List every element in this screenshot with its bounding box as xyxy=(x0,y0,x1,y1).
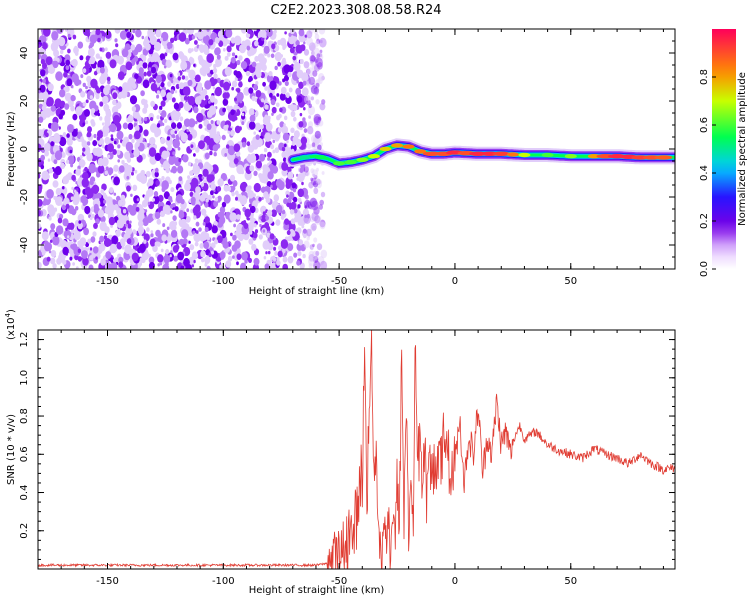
y-scale-note: (x104) xyxy=(4,309,17,340)
colorbar-label: Normalized spectral amplitude xyxy=(737,72,748,226)
colorbar-tick-label: 0.0 xyxy=(699,261,710,277)
y-tick-label: 0 xyxy=(19,146,30,152)
ridge-hotspot xyxy=(587,154,600,159)
ridge-hotspot xyxy=(402,144,415,149)
noise-region xyxy=(38,29,328,269)
ridge-hotspot xyxy=(414,149,427,154)
ridge-hotspot xyxy=(564,154,577,159)
y-axis-label: SNR (10 * v/v) xyxy=(6,414,17,485)
x-tick-label: 50 xyxy=(564,276,577,287)
ridge-hotspot xyxy=(356,157,369,162)
ridge-hotspot xyxy=(379,146,392,152)
x-tick-label: 0 xyxy=(452,276,458,287)
y-axis-label: Frequency (Hz) xyxy=(6,111,17,187)
y-tick-label: 0.2 xyxy=(19,523,30,539)
colorbar-tick-label: 0.2 xyxy=(699,213,710,229)
ridge-hotspot xyxy=(654,155,673,160)
y-tick-label: 0.8 xyxy=(19,408,30,424)
snr-series-line xyxy=(38,330,675,569)
ridge-hotspot xyxy=(391,143,403,148)
ridge-hotspot xyxy=(367,154,380,159)
signal-ridge xyxy=(285,138,675,171)
x-axis-label: Height of straight line (km) xyxy=(249,286,385,297)
y-tick-label: 1.0 xyxy=(19,370,30,386)
colorbar-tick-label: 0.8 xyxy=(699,69,710,85)
y-tick-label: 0.4 xyxy=(19,485,30,501)
x-axis-label: Height of straight line (km) xyxy=(249,585,385,596)
y-tick-label: 1.2 xyxy=(19,332,30,348)
x-tick-label: 50 xyxy=(564,576,577,587)
y-tick-label: 40 xyxy=(19,47,30,60)
x-tick-label: -100 xyxy=(212,576,235,587)
spectrogram-plot: -150 -100 -50 0 50 -40 -20 0 20 40 Height of strai… xyxy=(6,28,676,297)
ridge-hotspot xyxy=(541,152,554,158)
y-tick-label: -20 xyxy=(19,189,30,205)
ridge-hotspot xyxy=(298,155,311,160)
x-tick-label: -50 xyxy=(331,276,347,287)
y-tick-label: 0.6 xyxy=(19,446,30,462)
snr-plot: -150 -100 -50 0 50 0.2 0.4 0.6 0.8 1.0 1.2 Height o… xyxy=(4,309,676,596)
x-tick-label: -50 xyxy=(331,576,347,587)
ridge-hotspot xyxy=(506,152,519,157)
ridge-hotspot xyxy=(314,155,327,160)
ridge-hotspot xyxy=(492,151,511,156)
colorbar: 0.0 0.2 0.4 0.6 0.8 Normalized spectral ampli… xyxy=(699,29,748,277)
x-tick-label: -100 xyxy=(212,276,235,287)
snr-frame xyxy=(37,329,676,570)
y-tick-label: 20 xyxy=(19,95,30,108)
colorbar-gradient xyxy=(712,29,736,269)
ridge-hotspot xyxy=(518,152,531,158)
x-tick-label: -150 xyxy=(96,576,119,587)
ridge-hotspot xyxy=(333,161,346,166)
y-tick-label: -40 xyxy=(19,237,30,253)
colorbar-tick-label: 0.4 xyxy=(699,165,710,181)
spectrogram-area xyxy=(38,29,675,269)
x-tick-label: -150 xyxy=(96,276,119,287)
figure-title: C2E2.2023.308.08.58.R24 xyxy=(270,3,441,18)
colorbar-tick-label: 0.6 xyxy=(699,117,710,133)
ridge-hotspot xyxy=(344,160,357,165)
x-tick-label: 0 xyxy=(452,576,458,587)
